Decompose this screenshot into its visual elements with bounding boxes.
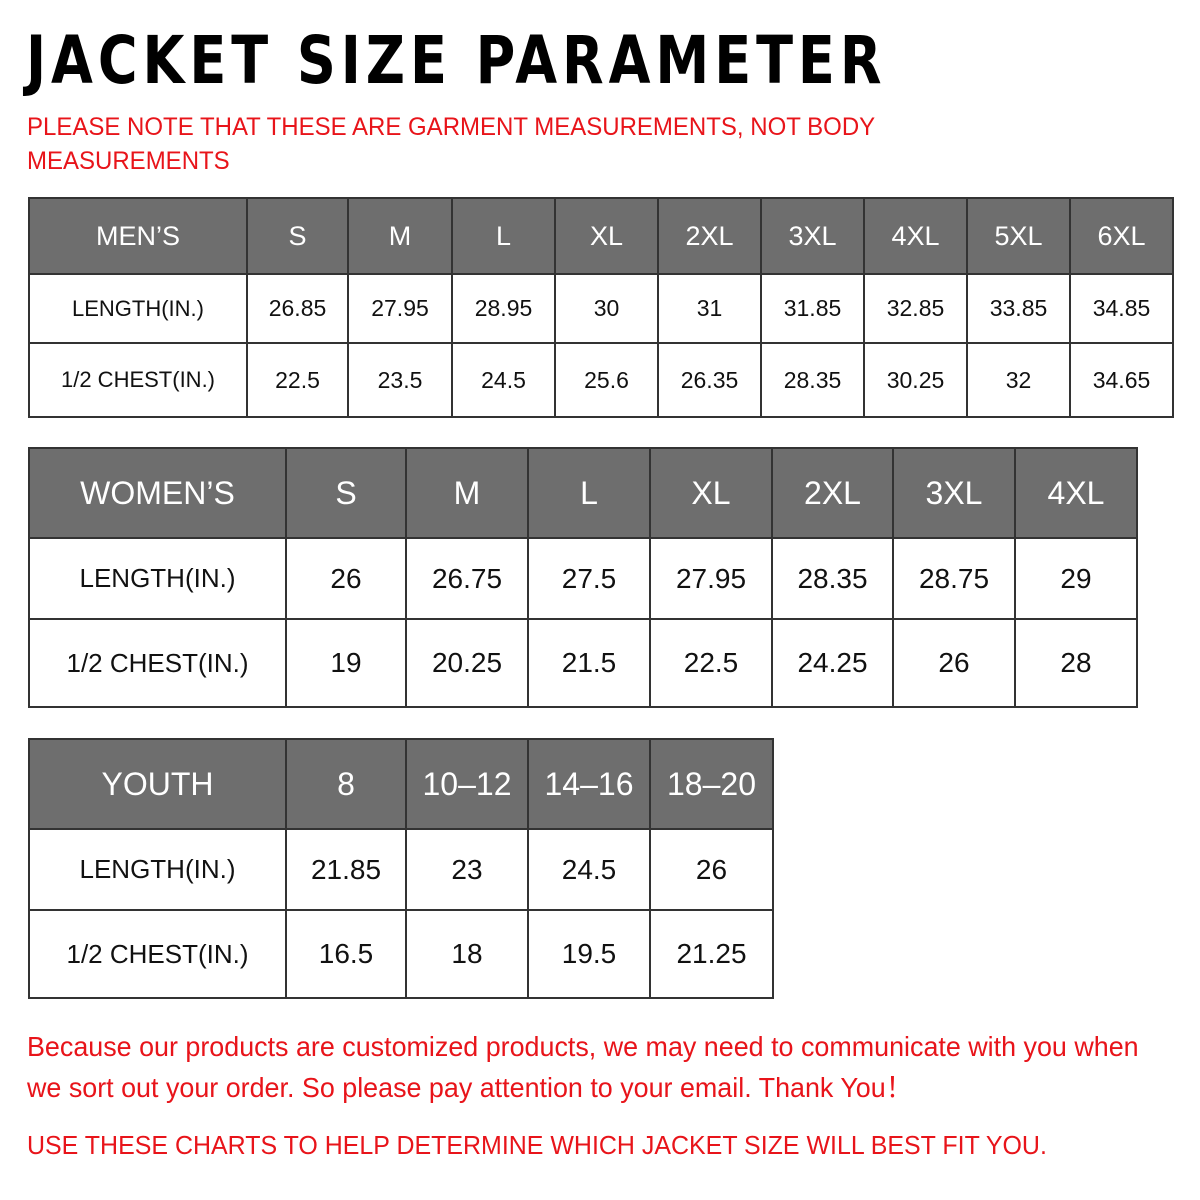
measurement-value: 26.35 [657, 342, 762, 418]
measurement-label: LENGTH(IN.) [28, 537, 287, 620]
measurement-value: 30.25 [863, 342, 968, 418]
measurement-value: 24.25 [771, 618, 894, 708]
table-row: 1/2 CHEST(IN.) 19 20.25 21.5 22.5 24.25 26 28 [28, 618, 1138, 708]
measurement-label: 1/2 CHEST(IN.) [28, 909, 287, 999]
measurement-value: 28.75 [892, 537, 1016, 620]
table-row: 1/2 CHEST(IN.) 22.5 23.5 24.5 25.6 26.35 28.35… [28, 342, 1174, 418]
measurement-value: 32 [966, 342, 1071, 418]
measurement-value: 30 [554, 273, 659, 344]
table-row: LENGTH(IN.) 26.85 27.95 28.95 30 31 31.85 32.85… [28, 273, 1174, 344]
measurement-note: PLEASE NOTE THAT THESE ARE GARMENT MEASU… [27, 113, 875, 175]
mens-size-table: MEN’S S M L XL 2XL 3XL 4XL 5XL 6XL LENGTH(IN.) 26.8… [28, 197, 1174, 418]
size-header-cell: 10–12 [405, 738, 529, 830]
measurement-value: 26 [285, 537, 407, 620]
measurement-label: LENGTH(IN.) [28, 828, 287, 911]
size-header-cell: 3XL [892, 447, 1016, 539]
customization-message: Because our products are customized prod… [27, 1031, 1139, 1103]
table-header-row: YOUTH 8 10–12 14–16 18–20 [28, 738, 774, 830]
size-header-cell: M [347, 197, 453, 275]
measurement-value: 19.5 [527, 909, 651, 999]
size-header-cell: 8 [285, 738, 407, 830]
youth-size-table: YOUTH 8 10–12 14–16 18–20 LENGTH(IN.) 21.85 23 2… [28, 738, 774, 999]
table-row: 1/2 CHEST(IN.) 16.5 18 19.5 21.25 [28, 909, 774, 999]
measurement-value: 28.35 [771, 537, 894, 620]
measurement-value: 22.5 [649, 618, 773, 708]
measurement-value: 28.35 [760, 342, 865, 418]
measurement-value: 27.95 [347, 273, 453, 344]
table-category-header: WOMEN’S [28, 447, 287, 539]
measurement-value: 19 [285, 618, 407, 708]
size-header-cell: 4XL [1014, 447, 1138, 539]
size-header-cell: XL [649, 447, 773, 539]
size-header-cell: 6XL [1069, 197, 1174, 275]
measurement-value: 21.25 [649, 909, 774, 999]
measurement-value: 34.65 [1069, 342, 1174, 418]
size-header-cell: 5XL [966, 197, 1071, 275]
table-row: LENGTH(IN.) 26 26.75 27.5 27.95 28.35 28.75 29 [28, 537, 1138, 620]
size-header-cell: M [405, 447, 529, 539]
size-header-cell: 4XL [863, 197, 968, 275]
measurement-value: 25.6 [554, 342, 659, 418]
measurement-value: 32.85 [863, 273, 968, 344]
measurement-value: 16.5 [285, 909, 407, 999]
measurement-value: 22.5 [246, 342, 349, 418]
size-header-cell: 2XL [771, 447, 894, 539]
measurement-value: 31.85 [760, 273, 865, 344]
measurement-label: 1/2 CHEST(IN.) [28, 342, 248, 418]
measurement-value: 21.5 [527, 618, 651, 708]
measurement-label: 1/2 CHEST(IN.) [28, 618, 287, 708]
size-header-cell: 2XL [657, 197, 762, 275]
womens-size-table: WOMEN’S S M L XL 2XL 3XL 4XL LENGTH(IN.) 26 26.75 2… [28, 447, 1138, 708]
table-header-row: MEN’S S M L XL 2XL 3XL 4XL 5XL 6XL [28, 197, 1174, 275]
size-header-cell: 3XL [760, 197, 865, 275]
measurement-value: 29 [1014, 537, 1138, 620]
table-header-row: WOMEN’S S M L XL 2XL 3XL 4XL [28, 447, 1138, 539]
page-title: JACKET SIZE PARAMETER [26, 22, 887, 99]
measurement-value: 34.85 [1069, 273, 1174, 344]
measurement-value: 27.95 [649, 537, 773, 620]
measurement-value: 27.5 [527, 537, 651, 620]
measurement-value: 33.85 [966, 273, 1071, 344]
measurement-value: 26 [892, 618, 1016, 708]
size-header-cell: L [527, 447, 651, 539]
measurement-value: 23 [405, 828, 529, 911]
measurement-value: 20.25 [405, 618, 529, 708]
size-header-cell: 18–20 [649, 738, 774, 830]
measurement-value: 26.75 [405, 537, 529, 620]
measurement-value: 23.5 [347, 342, 453, 418]
table-row: LENGTH(IN.) 21.85 23 24.5 26 [28, 828, 774, 911]
measurement-value: 31 [657, 273, 762, 344]
size-header-cell: XL [554, 197, 659, 275]
measurement-value: 28.95 [451, 273, 556, 344]
measurement-value: 26.85 [246, 273, 349, 344]
size-header-cell: S [285, 447, 407, 539]
size-header-cell: 14–16 [527, 738, 651, 830]
table-category-header: MEN’S [28, 197, 248, 275]
measurement-value: 18 [405, 909, 529, 999]
table-category-header: YOUTH [28, 738, 287, 830]
fit-advice: USE THESE CHARTS TO HELP DETERMINE WHICH… [27, 1130, 1047, 1160]
measurement-value: 24.5 [451, 342, 556, 418]
measurement-value: 24.5 [527, 828, 651, 911]
measurement-value: 28 [1014, 618, 1138, 708]
measurement-value: 21.85 [285, 828, 407, 911]
size-header-cell: S [246, 197, 349, 275]
size-header-cell: L [451, 197, 556, 275]
measurement-label: LENGTH(IN.) [28, 273, 248, 344]
measurement-value: 26 [649, 828, 774, 911]
